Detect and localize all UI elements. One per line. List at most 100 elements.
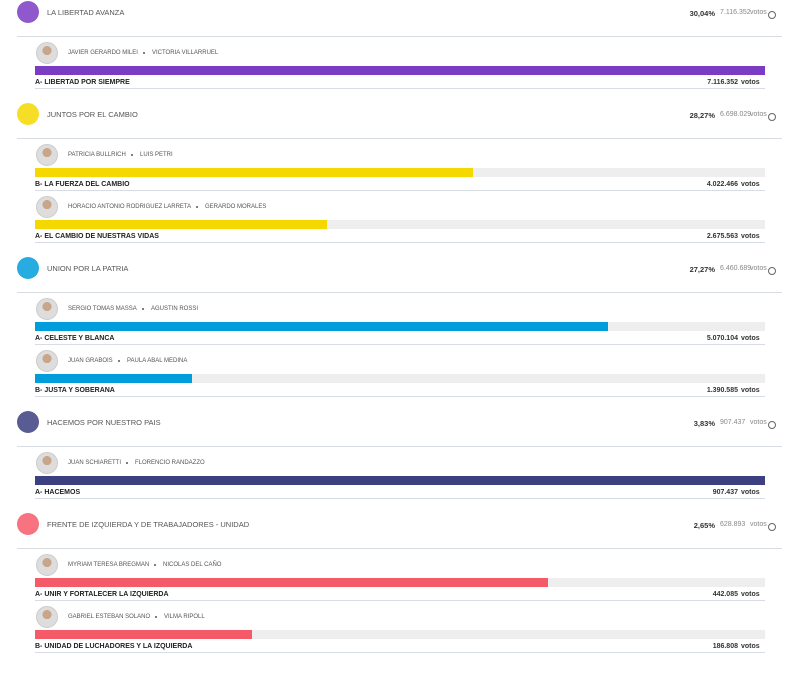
candidate-name: JUAN SCHIARETTI (68, 460, 122, 466)
separator (35, 344, 765, 345)
party-logo (17, 1, 39, 23)
separator (17, 36, 782, 37)
candidate-name: MYRIAM TERESA BREGMAN (68, 562, 150, 568)
vote-bar (35, 168, 474, 177)
party-votes: 7.116.352 (720, 9, 751, 16)
party-logo (17, 103, 39, 125)
candidate-name: LUIS PETRI (140, 152, 173, 158)
candidate-name: HORACIO ANTONIO RODRIGUEZ LARRETA (68, 204, 192, 210)
bar-track (35, 220, 765, 229)
list-name: A- EL CAMBIO DE NUESTRAS VIDAS (35, 233, 159, 240)
separator (17, 548, 782, 549)
list-name: B- JUSTA Y SOBERANA (35, 387, 115, 394)
candidate-photo (36, 606, 58, 628)
votes-unit: votos (750, 265, 767, 272)
candidate-photo (36, 298, 58, 320)
candidate-name: FLORENCIO RANDAZZO (135, 460, 205, 466)
vote-bar (35, 374, 193, 383)
vote-bar (35, 630, 252, 639)
separator-dot (143, 52, 145, 54)
list-votes: 442.085 (712, 591, 738, 598)
vote-bar (35, 322, 608, 331)
separator-dot (154, 564, 156, 566)
list-name: B- LA FUERZA DEL CAMBIO (35, 181, 130, 188)
votes-unit: votos (750, 111, 767, 118)
party-name: LA LIBERTAD AVANZA (47, 8, 125, 17)
list-votes: 2.675.563 (706, 233, 738, 240)
party-percent: 27,27% (689, 265, 715, 274)
votes-unit: votos (741, 387, 760, 394)
candidate-name: JAVIER GERARDO MILEI (68, 50, 138, 56)
separator (17, 446, 782, 447)
separator (35, 88, 765, 89)
candidate-name: NICOLAS DEL CAÑO (163, 562, 222, 568)
separator (35, 600, 765, 601)
vote-bar (35, 220, 327, 229)
party-votes: 6.460.689 (720, 265, 752, 272)
list-name: A- UNIR Y FORTALECER LA IZQUIERDA (35, 591, 169, 598)
candidate-name: SERGIO TOMAS MASSA (68, 306, 137, 312)
party-percent: 30,04% (689, 9, 715, 18)
votes-unit: votos (741, 335, 760, 342)
list-votes: 1.390.585 (706, 387, 738, 394)
candidate-photo (36, 196, 58, 218)
candidate-photo (36, 554, 58, 576)
party-percent: 2,65% (693, 521, 715, 530)
party-logo (17, 411, 39, 433)
list-votes: 5.070.104 (706, 335, 738, 342)
expand-toggle[interactable] (768, 11, 776, 19)
separator (35, 242, 765, 243)
list-votes: 4.022.466 (706, 181, 738, 188)
separator (35, 652, 765, 653)
candidate-photo (36, 144, 58, 166)
bar-track (35, 630, 765, 639)
separator-dot (126, 462, 128, 464)
party-votes: 628.893 (720, 521, 746, 528)
separator (17, 138, 782, 139)
list-votes: 186.808 (712, 643, 738, 650)
votes-unit: votos (750, 9, 767, 16)
vote-bar (35, 66, 765, 75)
candidate-name: VICTORIA VILLARRUEL (152, 50, 219, 56)
party-name: JUNTOS POR EL CAMBIO (47, 110, 138, 119)
party-name: FRENTE DE IZQUIERDA Y DE TRABAJADORES - … (47, 520, 250, 529)
votes-unit: votos (741, 489, 760, 496)
expand-toggle[interactable] (768, 113, 776, 121)
candidate-name: GABRIEL ESTEBAN SOLANO (68, 614, 151, 620)
list-name: A- HACEMOS (35, 489, 81, 496)
party-percent: 28,27% (689, 111, 715, 120)
candidate-photo (36, 42, 58, 64)
candidate-photo (36, 452, 58, 474)
expand-toggle[interactable] (768, 267, 776, 275)
party-percent: 3,83% (693, 419, 715, 428)
party-name: HACEMOS POR NUESTRO PAIS (47, 418, 161, 427)
list-votes: 907.437 (712, 489, 738, 496)
candidate-photo (36, 350, 58, 372)
list-votes: 7.116.352 (707, 79, 738, 86)
party-name: UNION POR LA PATRIA (47, 264, 129, 273)
votes-unit: votos (741, 643, 760, 650)
separator (35, 396, 765, 397)
votes-unit: votos (741, 79, 760, 86)
party-logo (17, 257, 39, 279)
separator (35, 190, 765, 191)
party-votes: 907.437 (720, 419, 746, 426)
candidate-name: PAULA ABAL MEDINA (127, 358, 188, 364)
separator-dot (155, 616, 157, 618)
list-name: A- LIBERTAD POR SIEMPRE (35, 79, 130, 86)
expand-toggle[interactable] (768, 523, 776, 531)
candidate-name: JUAN GRABOIS (68, 358, 113, 364)
expand-toggle[interactable] (768, 421, 776, 429)
party-logo (17, 513, 39, 535)
party-votes: 6.698.029 (720, 111, 752, 118)
bar-track (35, 374, 765, 383)
separator-dot (118, 360, 120, 362)
candidate-name: GERARDO MORALES (205, 204, 267, 210)
candidate-name: AGUSTIN ROSSI (151, 306, 199, 312)
votes-unit: votos (750, 521, 767, 528)
votes-unit: votos (741, 233, 760, 240)
votes-unit: votos (750, 419, 767, 426)
separator-dot (131, 154, 133, 156)
candidate-name: PATRICIA BULLRICH (68, 152, 126, 158)
